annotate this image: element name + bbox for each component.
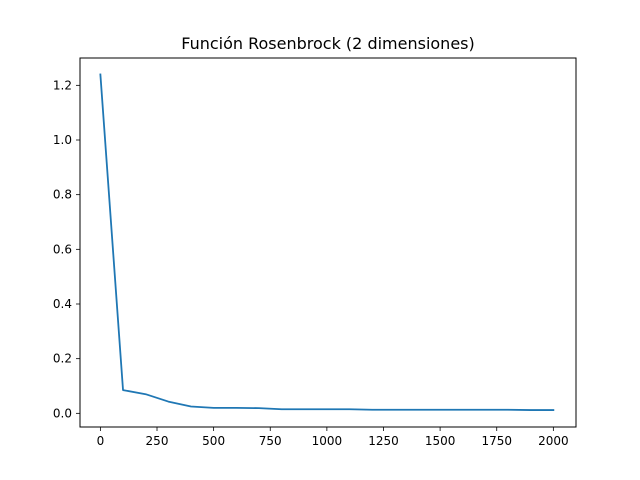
x-tick-label: 1000: [312, 434, 343, 448]
x-tick-label: 250: [146, 434, 169, 448]
x-tick-label: 0: [97, 434, 105, 448]
x-tick-label: 750: [259, 434, 282, 448]
y-tick-label: 0.4: [53, 297, 72, 311]
chart-title: Función Rosenbrock (2 dimensiones): [181, 34, 475, 53]
x-axis: 0 250 500 750 1000 1250 1500 1750 2000: [97, 427, 569, 448]
y-tick-label: 0.6: [53, 242, 72, 256]
series-line: [99, 73, 555, 411]
y-tick-label: 0.8: [53, 188, 72, 202]
x-tick-label: 500: [202, 434, 225, 448]
x-tick-label: 1750: [481, 434, 512, 448]
plot-marks: [99, 73, 555, 411]
plot-area: [80, 58, 576, 427]
plot-frame: [79, 57, 577, 428]
x-tick-label: 1500: [425, 434, 456, 448]
y-tick-label: 1.2: [53, 78, 72, 92]
y-tick-label: 1.0: [53, 133, 72, 147]
y-axis: 0.0 0.2 0.4 0.6 0.8 1.0 1.2: [53, 78, 80, 420]
y-tick-label: 0.0: [53, 406, 72, 420]
y-tick-label: 0.2: [53, 352, 72, 366]
x-tick-label: 1250: [368, 434, 399, 448]
x-tick-label: 2000: [538, 434, 569, 448]
